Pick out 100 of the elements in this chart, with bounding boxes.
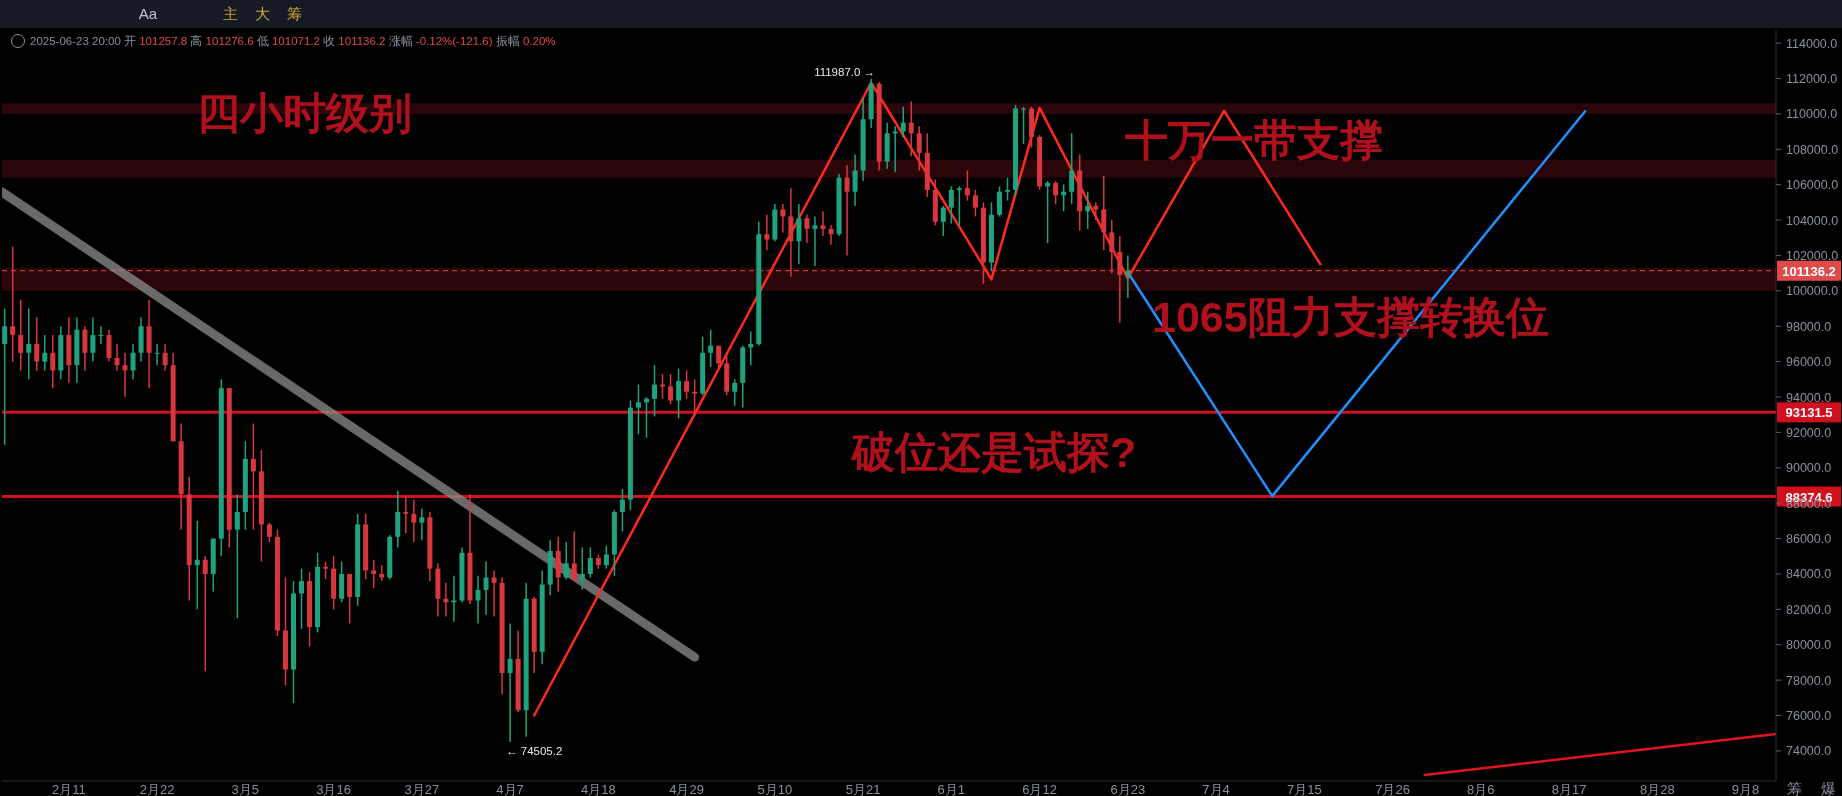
candlestick <box>652 364 658 418</box>
candlestick <box>708 329 714 368</box>
candlestick <box>2 307 8 446</box>
candlestick <box>996 185 1002 218</box>
candlestick <box>619 488 625 533</box>
annotation: 111987.0 → <box>814 65 876 78</box>
ref-line-label: 101136.2 <box>1782 263 1836 279</box>
candlestick <box>948 185 954 225</box>
text: 大 <box>254 5 270 22</box>
candlestick <box>18 298 24 372</box>
x-tick-label: 3月16 <box>316 782 351 796</box>
candlestick <box>908 100 914 158</box>
candlestick <box>1109 219 1115 274</box>
y-tick-label: 98000.0 <box>1786 319 1832 334</box>
candlestick <box>411 498 417 543</box>
x-tick-label: 3月5 <box>231 782 260 796</box>
candlestick <box>90 316 96 363</box>
text: 主 <box>222 5 238 22</box>
candlestick <box>579 546 585 591</box>
y-tick-label: 74000.0 <box>1786 744 1832 759</box>
x-tick-label: 4月7 <box>496 782 524 796</box>
y-tick-label: 80000.0 <box>1786 638 1832 653</box>
candlestick <box>844 164 850 257</box>
candlestick <box>122 352 128 398</box>
candlestick <box>563 541 569 581</box>
y-tick-label: 106000.0 <box>1786 178 1839 193</box>
annotation: 四小时级别 <box>197 89 412 137</box>
candlestick <box>764 213 770 251</box>
x-tick-label: 9月8 <box>1731 782 1760 796</box>
x-tick-label: 3月27 <box>404 782 440 796</box>
y-tick-label: 108000.0 <box>1786 142 1839 157</box>
candlestick <box>202 555 208 673</box>
candlestick <box>964 169 970 202</box>
candlestick <box>234 493 240 619</box>
candlestick <box>916 125 922 172</box>
x-tick-label: 4月18 <box>581 782 616 796</box>
x-tick-label: 8月17 <box>1551 782 1587 796</box>
x-tick-label: 6月23 <box>1110 782 1146 796</box>
candlestick <box>194 520 200 611</box>
candlestick <box>1021 106 1027 145</box>
y-tick-label: 76000.0 <box>1786 709 1832 724</box>
candlestick <box>1005 176 1010 202</box>
y-tick-label: 90000.0 <box>1786 461 1832 476</box>
candlestick <box>483 560 489 616</box>
candlestick <box>154 343 160 366</box>
candlestick <box>1125 254 1131 299</box>
candlestick <box>250 422 256 531</box>
y-tick-label: 110000.0 <box>1786 107 1838 122</box>
candlestick <box>684 369 690 400</box>
candlestick <box>972 189 978 218</box>
text: 2025-06-23 20:00 开 101257.8 高 101276.6 低 101071.2 收 101136.2 涨幅 -0.12%(-121.6) 振幅 0.20% <box>30 35 556 47</box>
candlestick <box>1085 190 1091 230</box>
y-tick-label: 100000.0 <box>1786 284 1839 299</box>
candlestick <box>491 569 497 618</box>
candlestick <box>50 334 56 389</box>
candlestick <box>940 205 946 237</box>
candlestick <box>676 367 682 419</box>
candlestick <box>1069 132 1075 205</box>
y-tick-label: 86000.0 <box>1786 532 1832 547</box>
y-tick-label: 82000.0 <box>1786 602 1832 617</box>
x-tick-label: 2月11 <box>51 782 86 796</box>
candlestick <box>475 574 481 625</box>
y-tick-label: 78000.0 <box>1786 673 1832 688</box>
candlestick <box>82 325 88 372</box>
text: 筹 <box>1786 780 1802 796</box>
candlestick <box>266 521 272 543</box>
candlestick <box>587 546 593 579</box>
candlestick <box>828 224 834 246</box>
x-tick-label: 5月21 <box>845 782 881 796</box>
annotation: 破位还是试探? <box>850 428 1137 476</box>
candlestick <box>34 316 40 372</box>
candlestick <box>571 530 577 582</box>
y-tick-label: 102000.0 <box>1786 248 1839 263</box>
candlestick <box>42 334 48 372</box>
candlestick <box>812 215 818 267</box>
candlestick <box>299 567 305 630</box>
y-tick-label: 114000.0 <box>1786 36 1838 51</box>
candlestick <box>371 559 377 589</box>
candlestick <box>26 307 32 381</box>
y-tick-label: 94000.0 <box>1786 390 1832 405</box>
candlestick <box>1053 180 1059 205</box>
x-tick-label: 4月29 <box>669 782 704 796</box>
x-tick-label: 2月22 <box>139 782 175 796</box>
candlestick <box>114 343 120 372</box>
x-tick-label: 7月4 <box>1202 782 1230 796</box>
ref-line-label: 93131.5 <box>1785 405 1833 421</box>
candlestick <box>98 325 104 345</box>
candlestick <box>347 573 353 625</box>
x-tick-label: 7月26 <box>1375 782 1410 796</box>
annotation: ← 74505.2 <box>506 744 563 757</box>
x-tick-label: 6月1 <box>937 782 966 796</box>
candlestick <box>507 622 513 743</box>
candlestick <box>956 185 962 227</box>
candlestick <box>804 213 810 244</box>
candlestick <box>796 203 802 266</box>
y-tick-label: 104000.0 <box>1786 213 1839 228</box>
candlestick <box>130 343 136 381</box>
candlestick <box>780 203 786 234</box>
x-tick-label: 8月28 <box>1639 782 1675 796</box>
y-tick-label: 84000.0 <box>1786 567 1832 582</box>
